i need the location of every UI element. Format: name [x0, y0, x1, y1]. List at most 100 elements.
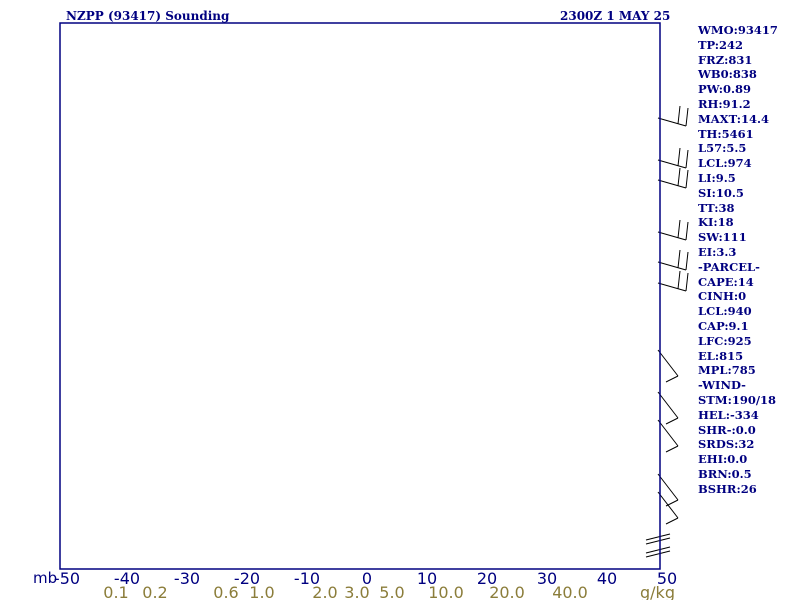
wind-barb	[657, 105, 689, 127]
stat-line: BRN:0.5	[698, 466, 752, 481]
temperature-tick-label: -30	[174, 569, 200, 588]
stat-line: HEL:-334	[698, 407, 759, 422]
wind-barb-flag	[677, 167, 681, 187]
stat-line: CAPE:14	[698, 274, 754, 289]
stat-line: EL:815	[698, 348, 744, 363]
wind-barb-flag	[685, 107, 689, 127]
wind-barb-flag	[677, 105, 681, 125]
stat-line: -PARCEL-	[698, 259, 760, 274]
temperature-tick-label: -10	[294, 569, 320, 588]
wind-barb-shaft	[657, 261, 687, 271]
temperature-tick-label: 50	[657, 569, 677, 588]
mixing-ratio-tick-label: 20.0	[489, 583, 525, 600]
mixing-ratio-tick-label: 40.0	[552, 583, 588, 600]
stat-line: SW:111	[698, 230, 747, 245]
station-title: NZPP (93417) Sounding	[66, 9, 230, 23]
wind-barb-shaft	[657, 282, 687, 292]
wind-barb	[657, 349, 679, 383]
sounding-time: 2300Z 1 MAY 25	[560, 9, 670, 23]
stat-line: TT:38	[698, 200, 735, 215]
wind-barb-flag	[677, 219, 681, 239]
wind-barb-flag	[665, 445, 679, 453]
stat-line: LFC:925	[698, 333, 752, 348]
stat-line: STM:190/18	[698, 392, 777, 407]
stat-line: SRDS:32	[698, 437, 755, 452]
mixing-ratio-tick-label: 0.1	[103, 583, 128, 600]
mixing-ratio-tick-label: 0.6	[213, 583, 238, 600]
wind-barb	[657, 147, 689, 169]
stat-line: L57:5.5	[698, 141, 747, 156]
mixing-ratio-tick-label: 1.0	[249, 583, 274, 600]
wind-barb-shaft	[645, 533, 671, 541]
wind-barb	[657, 219, 689, 241]
stat-line: MPL:785	[698, 363, 756, 378]
mixing-ratio-tick-label: 2.0	[312, 583, 337, 600]
stat-line: BSHR:26	[698, 481, 757, 496]
temperature-axis: -50 -40 -30 -20 -10 0 10 20 30 40 50	[54, 569, 677, 588]
wind-barb-flag	[677, 270, 681, 290]
stat-line: KI:18	[698, 215, 734, 230]
plot-frame	[59, 22, 661, 570]
wind-barb	[657, 391, 679, 425]
temperature-tick-label: 30	[537, 569, 557, 588]
wind-barb	[645, 546, 671, 558]
wind-barb	[657, 270, 689, 292]
stat-line: LI:9.5	[698, 170, 736, 185]
wind-barb	[657, 491, 679, 525]
mixing-ratio-axis: 0.1 0.2 0.6 1.0 2.0 3.0 5.0 10.0 20.0 40.0 g/kg	[103, 583, 675, 600]
stat-line: WB0:838	[698, 67, 757, 82]
pressure-unit-label: mb	[33, 569, 57, 587]
wind-barb-flag	[645, 550, 671, 558]
wind-barb-flag	[645, 537, 671, 545]
stat-line: RH:91.2	[698, 96, 751, 111]
temperature-tick-label: 10	[417, 569, 437, 588]
wind-barb-flag	[665, 417, 679, 425]
stat-line: EI:3.3	[698, 244, 737, 259]
wind-barb-shaft	[657, 349, 679, 377]
mixing-ratio-tick-label: 0.2	[142, 583, 167, 600]
wind-barb-shaft	[657, 419, 679, 447]
pressure-axis: 1002003004005006007008009001000mb	[33, 569, 57, 587]
stat-line: LCL:940	[698, 304, 752, 319]
stat-line: TH:5461	[698, 126, 754, 141]
wind-barb-shaft	[657, 231, 687, 241]
wind-barb-shaft	[657, 117, 687, 127]
stat-line: WMO:93417	[698, 23, 778, 37]
mixing-ratio-tick-label: 10.0	[428, 583, 464, 600]
wind-barb-shaft	[657, 179, 687, 189]
wind-barb-flag	[677, 249, 681, 269]
mixing-ratio-tick-label: 5.0	[379, 583, 404, 600]
wind-barbs	[645, 105, 689, 558]
wind-barb	[645, 533, 671, 545]
wind-barb-flag	[685, 169, 689, 189]
stat-line: CINH:0	[698, 289, 747, 304]
stat-line: MAXT:14.4	[698, 111, 769, 126]
wind-barb-shaft	[645, 546, 671, 554]
wind-barb-shaft	[657, 491, 679, 519]
stat-line: FRZ:831	[698, 52, 753, 67]
wind-barb	[657, 167, 689, 189]
stat-line: -WIND-	[698, 378, 746, 393]
wind-barb-flag	[665, 375, 679, 383]
wind-barb-flag	[685, 221, 689, 241]
temperature-tick-label: -20	[234, 569, 260, 588]
stat-line: PW:0.89	[698, 82, 752, 97]
stat-line: TP:242	[698, 37, 744, 52]
wind-barb-flag	[665, 517, 679, 525]
temperature-tick-label: -40	[114, 569, 140, 588]
wind-barb-flag	[685, 251, 689, 271]
stat-line: SHR-:0.0	[698, 422, 756, 437]
stat-line: CAP:9.1	[698, 318, 749, 333]
temperature-tick-label: 40	[597, 569, 617, 588]
mixing-ratio-tick-label: 3.0	[344, 583, 369, 600]
wind-barb-shaft	[657, 159, 687, 169]
wind-barb-flag	[677, 147, 681, 167]
wind-barb	[657, 249, 689, 271]
wind-barb-shaft	[657, 473, 679, 501]
temperature-tick-label: 0	[362, 569, 372, 588]
wind-barb-shaft	[657, 391, 679, 419]
stats-panel: WMO:93417 TP:242 FRZ:831 WB0:838 PW:0.89 RH:9…	[698, 23, 798, 497]
stat-line: EHI:0.0	[698, 452, 748, 467]
stat-line: SI:10.5	[698, 185, 744, 200]
